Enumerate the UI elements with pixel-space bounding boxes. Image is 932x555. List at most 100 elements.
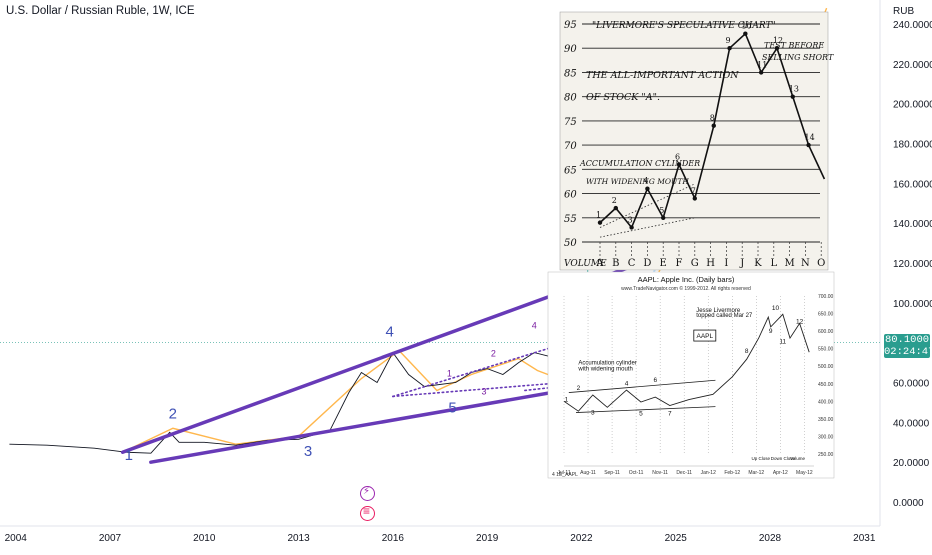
livermore-point: [692, 196, 697, 201]
livermore-point: [790, 94, 795, 99]
livermore-volume-label: VOLUME: [564, 259, 607, 269]
livermore-time-letter: I: [724, 258, 728, 269]
x-tick-label: 2028: [759, 533, 782, 544]
wave-label: 3: [304, 443, 312, 460]
aapl-y-tick: 650.00: [818, 312, 834, 318]
aapl-volume-label: Up Close: [752, 456, 771, 461]
livermore-point: [676, 162, 682, 167]
livermore-test-note: TEST BEFORE: [764, 41, 824, 50]
wave-label: 2: [169, 405, 177, 422]
livermore-price-label: 75: [564, 117, 577, 128]
livermore-time-letter: K: [754, 258, 762, 269]
livermore-price-label: 90: [564, 44, 577, 55]
y-tick-label: 160.0000: [893, 179, 932, 190]
livermore-point: [645, 186, 650, 191]
y-axis-unit: RUB: [893, 6, 915, 17]
aapl-wave-label: 11: [779, 338, 786, 345]
livermore-price-label: 85: [564, 68, 577, 79]
livermore-point-label: 13: [789, 85, 799, 94]
aapl-title: AAPL: Apple Inc. (Daily bars): [638, 275, 735, 284]
last-price-badge[interactable]: 80.1000 02:24:47: [884, 334, 932, 358]
aapl-y-tick: 250.00: [818, 452, 834, 458]
aapl-y-tick: 450.00: [818, 382, 834, 388]
aapl-month-label: Feb-12: [724, 470, 740, 476]
chart-title: U.S. Dollar / Russian Ruble, 1W, ICE: [6, 5, 195, 17]
x-tick-label: 2010: [193, 533, 216, 544]
aapl-y-tick: 550.00: [818, 347, 834, 353]
livermore-point-label: 1: [596, 211, 601, 220]
livermore-price-label: 70: [564, 141, 577, 152]
livermore-time-letter: M: [784, 258, 794, 269]
aapl-wave-label: 4: [625, 381, 629, 388]
livermore-point-label: 9: [726, 36, 731, 45]
aapl-cylinder-upper: [568, 379, 716, 393]
livermore-cylinder-note: WITH WIDENING MOUTH: [586, 177, 689, 186]
livermore-point: [806, 142, 811, 148]
aapl-y-tick: 300.00: [818, 434, 834, 440]
lightning-icon[interactable]: [360, 486, 375, 501]
livermore-point-label: 4: [643, 177, 648, 186]
aapl-tag-box: [693, 329, 717, 342]
aapl-wave-label: 7: [668, 410, 672, 417]
aapl-month-label: Oct-11: [629, 470, 644, 476]
livermore-cylinder-note: ACCUMULATION CYLINDER: [579, 159, 700, 168]
aapl-livermore-note: topped called Mar 27: [696, 313, 753, 319]
livermore-time-letter: B: [612, 258, 619, 269]
livermore-time-letter: D: [643, 258, 651, 269]
aapl-month-label: Jul-11: [557, 470, 570, 476]
livermore-point-label: 7: [691, 186, 696, 195]
livermore-point-label: 3: [628, 215, 633, 224]
livermore-caption: OF STOCK "A".: [586, 92, 660, 103]
livermore-cylinder-line: [599, 217, 695, 238]
livermore-time-letter: J: [739, 258, 744, 269]
livermore-paper: [559, 11, 829, 271]
wave-label: 2: [491, 349, 496, 359]
aapl-y-tick: 350.00: [818, 417, 834, 423]
livermore-point: [597, 220, 603, 225]
wave-label: 1: [447, 369, 452, 379]
wave-label: 5: [448, 399, 456, 416]
aapl-wave-label: 10: [772, 305, 780, 312]
aapl-chart-inset: AAPL: Apple Inc. (Daily bars)www.TradeNa…: [547, 271, 835, 479]
y-tick-label: 100.0000: [893, 299, 932, 310]
x-tick-label: 2031: [853, 533, 876, 544]
last-price-value: 80.1000: [884, 334, 930, 346]
y-tick-label: 220.0000: [893, 60, 932, 71]
aapl-month-label: Aug-11: [580, 470, 596, 476]
aapl-month-label: Nov-11: [652, 470, 668, 476]
y-tick-label: 60.0000: [893, 379, 930, 390]
aapl-tag: AAPL: [696, 333, 713, 340]
aapl-wave-label: 8: [745, 348, 749, 355]
wave-label: 3: [481, 386, 486, 396]
aapl-month-label: May-12: [796, 470, 813, 476]
livermore-point-label: 12: [773, 36, 783, 45]
aapl-footer: 4 1E_AAPL: [552, 472, 578, 478]
livermore-point-label: 8: [710, 114, 715, 123]
livermore-time-letter: G: [691, 258, 699, 269]
aapl-y-tick: 600.00: [818, 329, 834, 335]
livermore-point-label: 11: [757, 60, 767, 69]
calendar-event-icon[interactable]: [360, 504, 375, 521]
aapl-frame: [547, 271, 835, 479]
y-tick-label: 140.0000: [893, 219, 932, 230]
aapl-price-path: [563, 313, 810, 412]
livermore-time-letter: E: [660, 258, 667, 269]
livermore-point-label: 14: [805, 133, 815, 142]
aapl-wave-label: 6: [654, 377, 658, 384]
livermore-caption: THE ALL-IMPORTANT ACTION: [586, 70, 739, 81]
y-tick-label: 40.0000: [893, 418, 930, 429]
aapl-y-tick: 400.00: [818, 399, 834, 405]
livermore-point: [774, 46, 780, 51]
x-tick-label: 2019: [476, 533, 499, 544]
x-tick-label: 2016: [382, 533, 405, 544]
aapl-wave-label: 12: [796, 318, 804, 325]
y-tick-label: 20.0000: [893, 458, 930, 469]
aapl-subtitle: www.TradeNavigator.com © 1999-2012. All …: [621, 285, 751, 292]
livermore-point: [613, 205, 618, 211]
price-series-line: [9, 286, 639, 454]
y-tick-label: 120.0000: [893, 259, 932, 270]
livermore-price-label: 55: [564, 214, 577, 225]
